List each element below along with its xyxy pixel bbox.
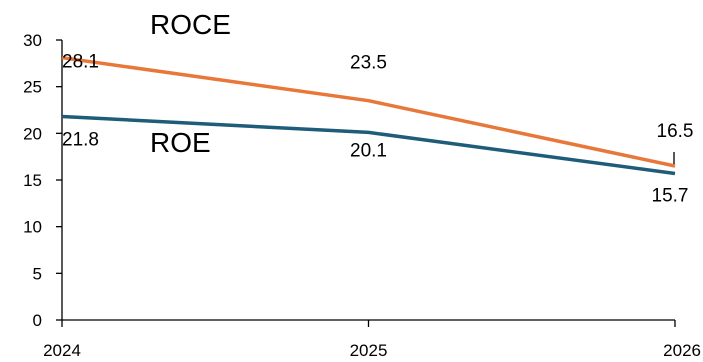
series-name-labels: ROCE ROE bbox=[150, 9, 231, 158]
y-tick-label: 20 bbox=[23, 124, 42, 143]
x-tick-label: 2025 bbox=[350, 341, 388, 360]
data-label: 23.5 bbox=[350, 53, 387, 74]
x-tick-label: 2026 bbox=[663, 341, 701, 360]
data-label: 28.1 bbox=[62, 52, 99, 73]
data-label: 21.8 bbox=[62, 130, 99, 151]
y-tick-label: 5 bbox=[33, 264, 42, 283]
y-tick-label: 30 bbox=[23, 31, 42, 50]
y-tick-label: 25 bbox=[23, 78, 42, 97]
data-label: 20.1 bbox=[350, 140, 387, 161]
data-label: 16.5 bbox=[657, 121, 694, 142]
y-tick-label: 10 bbox=[23, 218, 42, 237]
series-name-roe: ROE bbox=[150, 127, 211, 158]
y-tick-label: 0 bbox=[33, 311, 42, 330]
y-tick-label: 15 bbox=[23, 171, 42, 190]
series-lines bbox=[61, 55, 676, 176]
x-tick-label: 2024 bbox=[43, 341, 81, 360]
data-label: 15.7 bbox=[652, 185, 689, 206]
data-labels: 28.1 23.5 16.5 21.8 20.1 15.7 bbox=[62, 52, 693, 207]
series-name-roce: ROCE bbox=[150, 9, 231, 40]
